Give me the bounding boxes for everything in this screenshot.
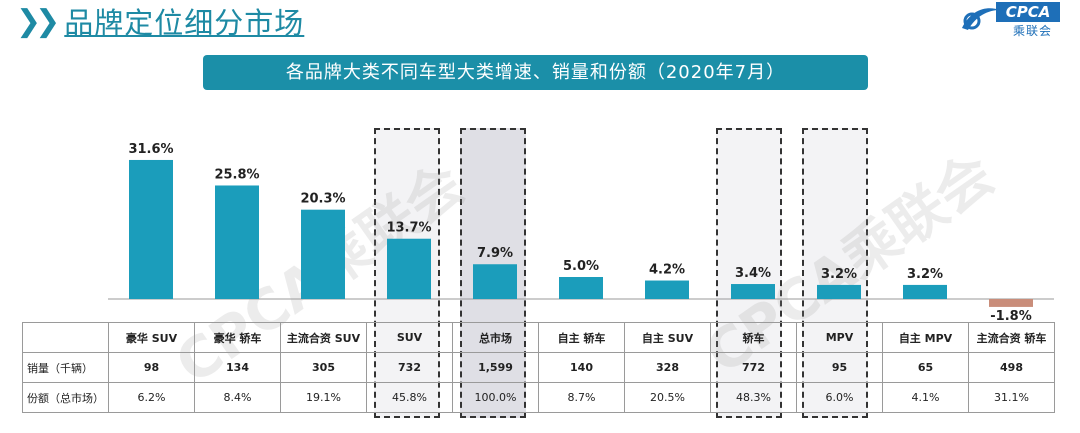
table-cell: 8.7%: [538, 382, 625, 413]
bar-value-label: 3.4%: [735, 266, 771, 281]
bar: [645, 280, 689, 299]
logo-swoosh-icon: [962, 8, 1000, 30]
table-cell: 主流合资 SUV: [280, 322, 367, 353]
table-cell: 6.0%: [796, 382, 883, 413]
bar: [559, 277, 603, 299]
bar-value-label: 31.6%: [128, 142, 173, 157]
bar-value-label: -1.8%: [990, 309, 1031, 324]
table-cell: 140: [538, 352, 625, 383]
double-chevron-icon: ❯❯: [16, 3, 60, 39]
table-cell: 45.8%: [366, 382, 453, 413]
bar-value-label: 5.0%: [563, 259, 599, 274]
cpca-logo: CPCA 乘联会: [950, 2, 1060, 38]
table-cell: 498: [968, 352, 1055, 383]
bar: [817, 284, 861, 299]
table-cell: MPV: [796, 322, 883, 353]
chart-title: 各品牌大类不同车型大类增速、销量和份额（2020年7月）: [203, 55, 868, 90]
table-row-share: 份额（总市场） 6.2% 8.4% 19.1% 45.8% 100.0% 8.7% 20.5%…: [22, 382, 1055, 413]
table-cell: 19.1%: [280, 382, 367, 413]
bar-value-label: 4.2%: [649, 263, 685, 278]
table-cell: 100.0%: [452, 382, 539, 413]
bar-value-label: 3.2%: [907, 267, 943, 282]
data-table: 豪华 SUV 豪华 轿车 主流合资 SUV SUV 总市场 自主 轿车 自主 SUV 轿车 MP…: [22, 322, 1055, 413]
bar-value-label: 20.3%: [300, 192, 345, 207]
table-cell: 1,599: [452, 352, 539, 383]
table-cell: 95: [796, 352, 883, 383]
bar: [215, 185, 259, 299]
table-cell: 328: [624, 352, 711, 383]
table-header-row: 豪华 SUV 豪华 轿车 主流合资 SUV SUV 总市场 自主 轿车 自主 SUV 轿车 MP…: [22, 322, 1055, 353]
table-cell: 6.2%: [108, 382, 195, 413]
table-cell: 65: [882, 352, 969, 383]
bar-value-label: 3.2%: [821, 267, 857, 282]
bar: [473, 264, 517, 299]
table-cell: 98: [108, 352, 195, 383]
table-cell: 自主 轿车: [538, 322, 625, 353]
table-cell: 8.4%: [194, 382, 281, 413]
row-label: [22, 322, 109, 353]
bar: [903, 284, 947, 299]
table-cell: 自主 MPV: [882, 322, 969, 353]
bar-value-label: 25.8%: [214, 167, 259, 182]
table-cell: 305: [280, 352, 367, 383]
bar: [301, 209, 345, 299]
table-cell: 31.1%: [968, 382, 1055, 413]
bar: [731, 284, 775, 299]
table-cell: 豪华 SUV: [108, 322, 195, 353]
table-cell: SUV: [366, 322, 453, 353]
table-cell: 4.1%: [882, 382, 969, 413]
table-cell: 772: [710, 352, 797, 383]
table-cell: 总市场: [452, 322, 539, 353]
table-cell: 豪华 轿车: [194, 322, 281, 353]
table-cell: 134: [194, 352, 281, 383]
bar: [387, 238, 431, 299]
page-header: ❯❯ 品牌定位细分市场: [16, 0, 304, 42]
row-label: 份额（总市场）: [22, 382, 109, 413]
bar: [129, 159, 173, 299]
page-title: 品牌定位细分市场: [64, 6, 305, 40]
table-cell: 732: [366, 352, 453, 383]
table-cell: 自主 SUV: [624, 322, 711, 353]
bar-value-label: 13.7%: [386, 221, 431, 236]
row-label: 销量（千辆）: [22, 352, 109, 383]
table-cell: 主流合资 轿车: [968, 322, 1055, 353]
logo-subtext: 乘联会: [1012, 24, 1052, 38]
table-cell: 48.3%: [710, 382, 797, 413]
table-row-sales: 销量（千辆） 98 134 305 732 1,599 140 328 772 95 65 498: [22, 352, 1055, 383]
logo-text: CPCA: [996, 2, 1060, 22]
table-cell: 轿车: [710, 322, 797, 353]
bar: [989, 299, 1033, 307]
bar-value-label: 7.9%: [477, 246, 513, 261]
table-cell: 20.5%: [624, 382, 711, 413]
